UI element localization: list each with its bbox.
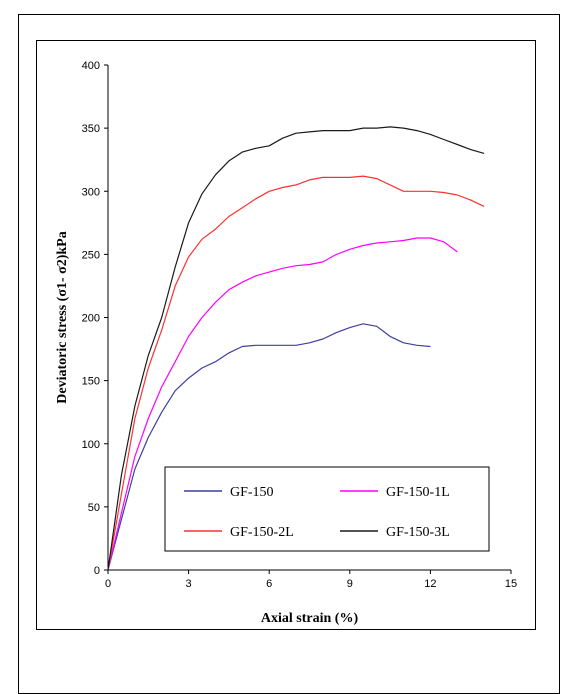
x-tick-label: 15 bbox=[505, 578, 517, 590]
chart-legend: GF-150 GF-150-1L GF-150-2L GF-150-3L bbox=[164, 466, 490, 552]
series-line bbox=[107, 323, 431, 571]
y-tick-label: 300 bbox=[82, 186, 100, 198]
y-tick-label: 250 bbox=[82, 249, 100, 261]
y-axis-label: Deviatoric stress (σ1- σ2)kPa bbox=[55, 231, 70, 403]
y-tick-label: 350 bbox=[82, 123, 100, 135]
x-tick-label: 3 bbox=[186, 578, 192, 590]
legend-box bbox=[164, 466, 490, 552]
x-axis-label: Axial strain (%) bbox=[261, 611, 359, 626]
series-line bbox=[107, 126, 485, 571]
legend-label: GF-150-2L bbox=[230, 525, 294, 540]
legend-label: GF-150-3L bbox=[386, 525, 450, 540]
series-line bbox=[107, 237, 458, 571]
x-tick-label: 12 bbox=[424, 578, 436, 590]
x-tick-label: 6 bbox=[266, 578, 272, 590]
y-tick-label: 100 bbox=[82, 439, 100, 451]
y-tick-label: 50 bbox=[88, 502, 100, 514]
y-tick-label: 200 bbox=[82, 313, 100, 325]
y-tick-label: 150 bbox=[82, 376, 100, 388]
x-tick-label: 9 bbox=[347, 578, 353, 590]
y-tick-label: 400 bbox=[82, 60, 100, 72]
chart-series-lines bbox=[107, 126, 485, 571]
figure-frame bbox=[36, 40, 536, 630]
x-tick-label: 0 bbox=[105, 578, 111, 590]
legend-label: GF-150-1L bbox=[386, 485, 450, 500]
y-tick-label: 0 bbox=[94, 565, 100, 577]
series-line bbox=[107, 175, 485, 571]
legend-label: GF-150 bbox=[230, 485, 274, 500]
